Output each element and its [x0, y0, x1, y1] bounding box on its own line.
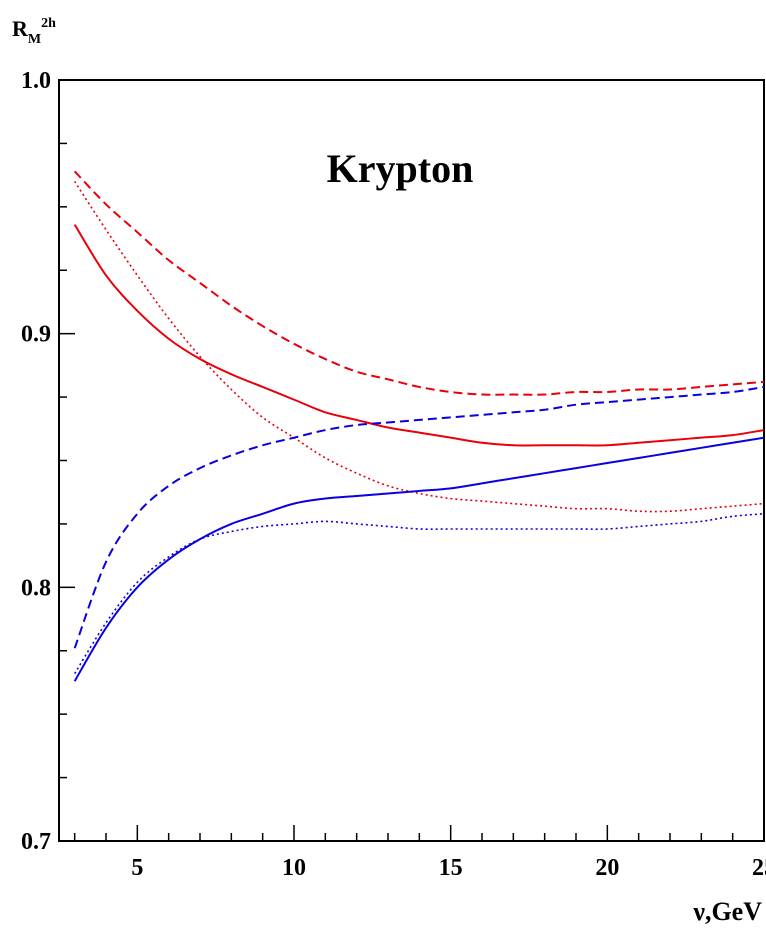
y-tick-label: 0.7 [21, 829, 51, 855]
series-line-4 [73, 385, 765, 649]
x-tick-label: 20 [595, 855, 619, 881]
series-layer [73, 170, 765, 682]
y-tick-label: 1.0 [21, 68, 51, 94]
series-line-3 [73, 436, 765, 682]
x-tick-label: 25 [752, 855, 766, 881]
y-tick-label: 0.8 [21, 575, 51, 601]
x-axis-label: ν,GeV [692, 897, 762, 926]
ticks [59, 79, 765, 842]
series-line-2 [73, 181, 765, 513]
series-line-5 [73, 512, 765, 675]
y-axis-label-sup: 2h [41, 16, 56, 31]
tick-labels: 5 10 15 20 25 0.7 0.8 0.9 1.0 [21, 68, 766, 881]
x-tick-label: 15 [439, 855, 463, 881]
x-tick-label: 10 [282, 855, 306, 881]
chart-title: Krypton [327, 146, 474, 191]
y-axis-label: RM2h [12, 16, 56, 47]
y-tick-label: 0.9 [21, 322, 51, 348]
series-line-1 [73, 170, 765, 396]
series-line-0 [73, 224, 765, 447]
x-tick-label: 5 [131, 855, 143, 881]
y-axis-label-sub: M [28, 32, 41, 47]
y-axis-label-main: R [12, 16, 29, 41]
plot-frame [58, 79, 765, 842]
